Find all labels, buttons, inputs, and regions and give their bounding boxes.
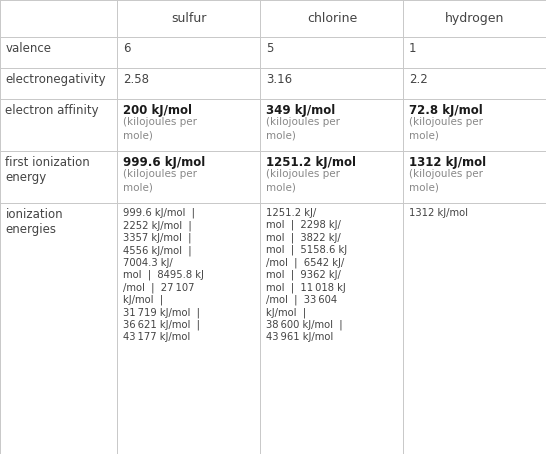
Text: 200 kJ/mol: 200 kJ/mol <box>123 104 192 117</box>
Text: electronegativity: electronegativity <box>5 73 106 86</box>
Text: sulfur: sulfur <box>171 12 206 25</box>
Text: ionization
energies: ionization energies <box>5 208 63 236</box>
Text: (kilojoules per
mole): (kilojoules per mole) <box>266 117 340 140</box>
Text: 1251.2 kJ/
mol  |  2298 kJ/
mol  |  3822 kJ/
mol  |  5158.6 kJ
/mol  |  6542 kJ/: 1251.2 kJ/ mol | 2298 kJ/ mol | 3822 kJ/… <box>266 208 347 342</box>
Text: (kilojoules per
mole): (kilojoules per mole) <box>409 117 483 140</box>
Text: 999.6 kJ/mol  |
2252 kJ/mol  |
3357 kJ/mol  |
4556 kJ/mol  |
7004.3 kJ/
mol  |  : 999.6 kJ/mol | 2252 kJ/mol | 3357 kJ/mol… <box>123 208 204 342</box>
Text: 2.2: 2.2 <box>409 73 428 86</box>
Text: 999.6 kJ/mol: 999.6 kJ/mol <box>123 156 205 169</box>
Text: (kilojoules per
mole): (kilojoules per mole) <box>266 169 340 192</box>
Text: chlorine: chlorine <box>307 12 357 25</box>
Text: 72.8 kJ/mol: 72.8 kJ/mol <box>409 104 483 117</box>
Text: 1251.2 kJ/mol: 1251.2 kJ/mol <box>266 156 356 169</box>
Text: first ionization
energy: first ionization energy <box>5 156 90 184</box>
Text: (kilojoules per
mole): (kilojoules per mole) <box>123 169 197 192</box>
Text: 5: 5 <box>266 42 274 55</box>
Text: 349 kJ/mol: 349 kJ/mol <box>266 104 335 117</box>
Text: 1312 kJ/mol: 1312 kJ/mol <box>409 208 468 218</box>
Text: 6: 6 <box>123 42 130 55</box>
Text: hydrogen: hydrogen <box>445 12 505 25</box>
Text: (kilojoules per
mole): (kilojoules per mole) <box>409 169 483 192</box>
Text: (kilojoules per
mole): (kilojoules per mole) <box>123 117 197 140</box>
Text: electron affinity: electron affinity <box>5 104 99 117</box>
Text: valence: valence <box>5 42 51 55</box>
Text: 3.16: 3.16 <box>266 73 292 86</box>
Text: 1312 kJ/mol: 1312 kJ/mol <box>409 156 486 169</box>
Text: 1: 1 <box>409 42 417 55</box>
Text: 2.58: 2.58 <box>123 73 149 86</box>
